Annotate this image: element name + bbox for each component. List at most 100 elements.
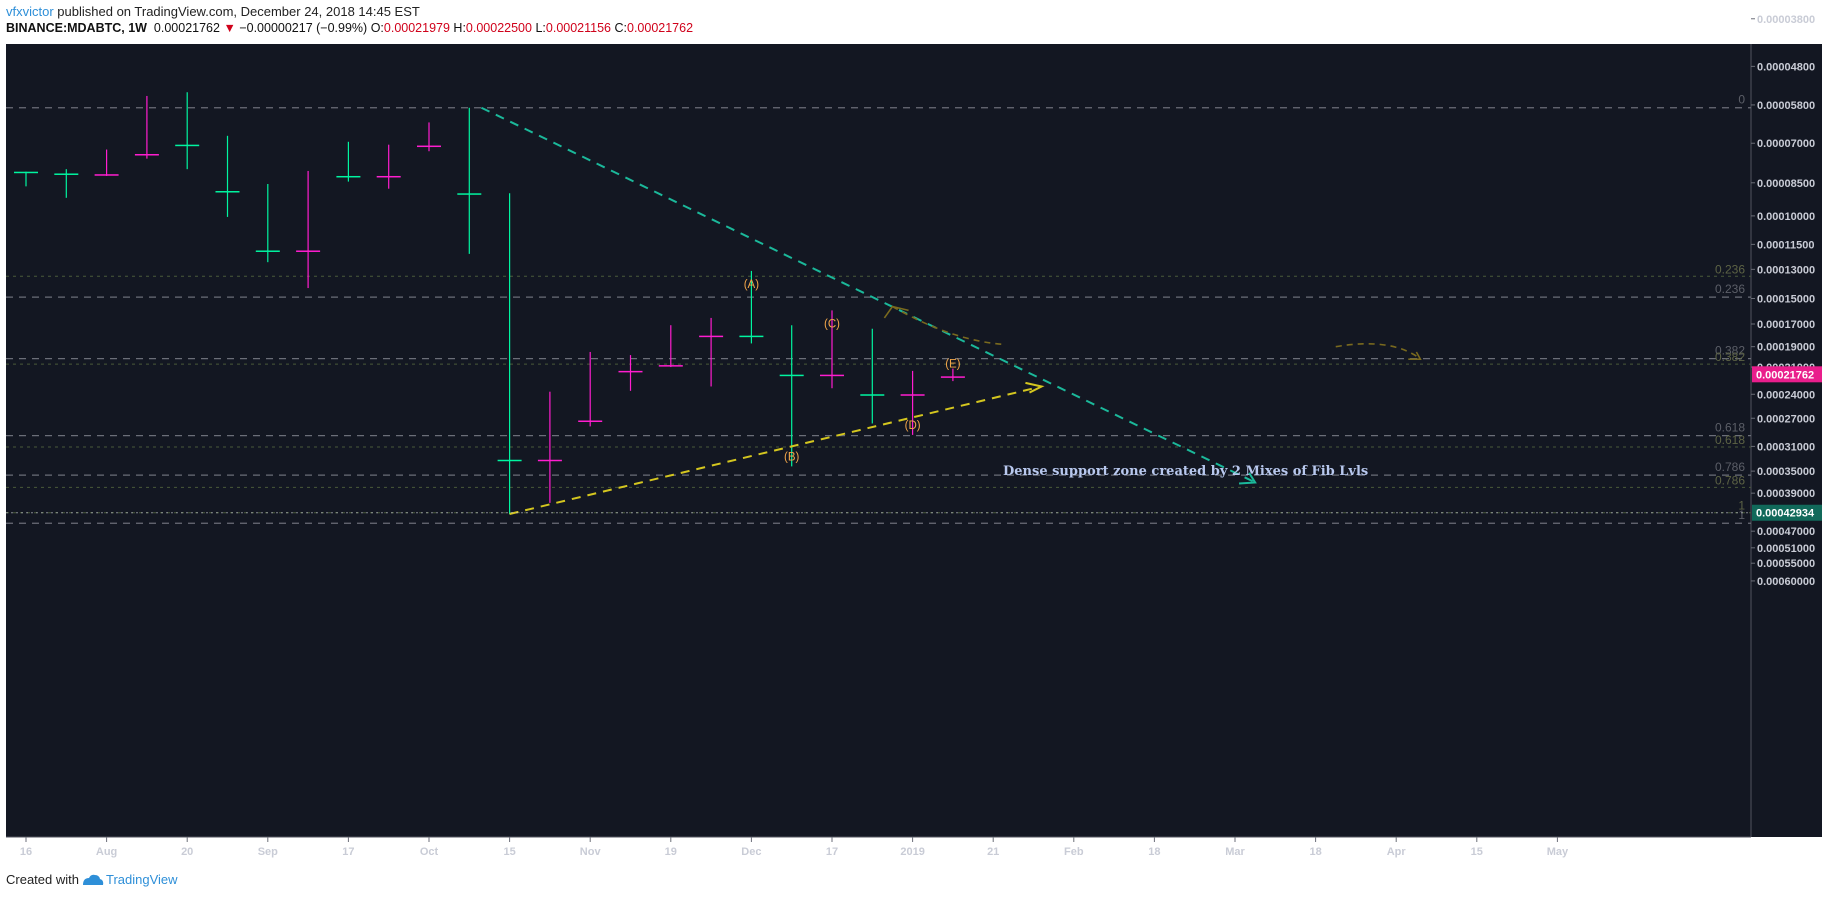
price-axis[interactable] bbox=[1751, 44, 1822, 837]
y-tick-label: 0.00055000 bbox=[1757, 558, 1815, 570]
candle-down bbox=[134, 154, 159, 156]
x-tick-label: 15 bbox=[503, 846, 515, 858]
y-axis-ticks: 0.00060000 0.00055000 0.00051000 0.00047000… bbox=[1751, 14, 1815, 588]
x-tick-label: 17 bbox=[826, 846, 838, 858]
open-value: 0.00021979 bbox=[383, 21, 450, 35]
publisher-username[interactable]: vfxvictor bbox=[6, 4, 54, 19]
wave-label: (D) bbox=[905, 420, 921, 432]
candle-down bbox=[658, 365, 683, 367]
y-tick-label: 0.00019000 bbox=[1757, 342, 1815, 354]
candle-up bbox=[215, 191, 240, 193]
y-tick-label: 0.00039000 bbox=[1757, 488, 1815, 500]
x-tick-label: 16 bbox=[20, 846, 32, 858]
candle-up bbox=[336, 175, 361, 178]
x-axis-ticks: 16 Aug 20 Sep 17 Oct 15 Nov 19 Dec 17 2019 21 Feb 18 Ma… bbox=[20, 837, 1569, 858]
candle-down bbox=[417, 145, 441, 148]
arrow-head-icon bbox=[1025, 381, 1045, 394]
close-label: C: bbox=[614, 21, 628, 35]
x-tick-label: 2019 bbox=[900, 846, 924, 858]
y-tick-label: 0.00027000 bbox=[1757, 413, 1815, 425]
arrow-head-icon bbox=[883, 305, 909, 319]
y-tick-label: 0.00011500 bbox=[1757, 239, 1815, 251]
candle-down bbox=[94, 174, 119, 176]
projection-curve-right bbox=[1335, 343, 1417, 357]
published-info: published on TradingView.com, December 2… bbox=[57, 4, 420, 19]
created-with-text: Created with bbox=[6, 872, 79, 887]
x-tick-label: 20 bbox=[181, 846, 193, 858]
tradingview-logo-icon[interactable] bbox=[82, 873, 104, 890]
fib-level-label: 0.618 bbox=[1715, 421, 1745, 435]
x-tick-label: Sep bbox=[258, 846, 278, 858]
candle-up bbox=[860, 394, 885, 396]
candle-up bbox=[739, 335, 764, 338]
x-tick-label: 15 bbox=[1471, 846, 1483, 858]
symbol-ohlc-line: BINANCE:MDABTC, 1W 0.00021762 ▼ −0.00000… bbox=[6, 21, 693, 35]
x-tick-label: Mar bbox=[1225, 846, 1245, 858]
drawings-layer bbox=[480, 106, 1422, 515]
x-tick-label: Aug bbox=[96, 846, 117, 858]
x-tick-label: Feb bbox=[1064, 846, 1084, 858]
wave-label: (E) bbox=[945, 358, 961, 370]
candle-up bbox=[497, 459, 522, 462]
candle-up bbox=[54, 173, 79, 175]
last-price-tag-bg bbox=[1752, 366, 1822, 383]
candle-down bbox=[578, 420, 603, 423]
fib-level-label-secondary: 0.236 bbox=[1715, 262, 1745, 276]
y-tick-label: 0.00004800 bbox=[1757, 61, 1815, 73]
target-price-tag: 0.00042934 bbox=[1756, 508, 1815, 520]
fib-level-label-secondary: 0.382 bbox=[1715, 350, 1745, 364]
y-tick-label: 0.00005800 bbox=[1757, 100, 1815, 112]
candle-down bbox=[900, 394, 925, 396]
x-tick-label: 21 bbox=[987, 846, 999, 858]
y-tick-label: 0.00051000 bbox=[1757, 543, 1815, 555]
annotation-text: Dense support zone created by 2 Mixes of… bbox=[1003, 464, 1368, 479]
y-tick-label: 0.00007000 bbox=[1757, 138, 1815, 150]
fib-level-label: 1 bbox=[1738, 508, 1745, 522]
arrow-head-icon bbox=[1238, 472, 1257, 485]
high-label: H: bbox=[453, 21, 466, 35]
x-tick-label: 17 bbox=[342, 846, 354, 858]
wave-label: (B) bbox=[784, 451, 800, 463]
last-price-tag: 0.00021762 bbox=[1756, 369, 1814, 381]
candle-up bbox=[255, 250, 280, 252]
triangle-upper-trendline bbox=[509, 385, 1042, 515]
tradingview-link[interactable]: TradingView bbox=[105, 872, 178, 887]
wave-label: (C) bbox=[824, 318, 840, 330]
candle-up bbox=[779, 374, 804, 377]
candle-down bbox=[940, 376, 965, 378]
y-tick-label: 0.00031000 bbox=[1757, 441, 1815, 453]
candle-down bbox=[376, 175, 401, 178]
low-value: 0.00021156 bbox=[545, 21, 612, 35]
price-change: −0.00000217 (−0.99%) bbox=[239, 21, 368, 35]
x-tick-label: 18 bbox=[1309, 846, 1321, 858]
x-tick-label: Apr bbox=[1387, 846, 1407, 858]
candle-down bbox=[699, 335, 724, 338]
x-tick-label: Dec bbox=[741, 846, 761, 858]
y-tick-label: 0.00024000 bbox=[1757, 389, 1815, 401]
x-tick-label: Nov bbox=[580, 846, 602, 858]
candle-down bbox=[820, 374, 844, 377]
target-price-tag-bg bbox=[1752, 504, 1822, 521]
down-arrow-icon: ▼ bbox=[223, 21, 236, 35]
y-tick-label: 0.00013000 bbox=[1757, 264, 1815, 276]
publisher-line: vfxvictor published on TradingView.com, … bbox=[6, 4, 420, 19]
price-tags-layer: 0.00021762 0.00042934 bbox=[6, 366, 1822, 521]
y-tick-label: 0.00035000 bbox=[1757, 466, 1815, 478]
candle-up bbox=[457, 193, 482, 195]
symbol-name: BINANCE:MDABTC, 1W bbox=[6, 21, 147, 35]
fib-level-label: 0.382 bbox=[1715, 344, 1745, 358]
x-tick-label: May bbox=[1547, 846, 1569, 858]
y-tick-label: 0.00060000 bbox=[1757, 576, 1815, 588]
candle-down bbox=[296, 250, 321, 252]
chart-plot-area[interactable] bbox=[6, 44, 1751, 837]
fib-levels-layer: 1 0.786 0.618 0.382 0.236 0 1 0.786 0.618 0.382 0.… bbox=[6, 93, 1751, 524]
candle-up bbox=[175, 144, 200, 147]
candle-down bbox=[618, 370, 643, 373]
y-tick-label: 0.00010000 bbox=[1757, 211, 1815, 223]
wave-label: (A) bbox=[744, 279, 760, 291]
y-tick-label: 0.00015000 bbox=[1757, 294, 1815, 306]
candle-down bbox=[537, 459, 562, 462]
fib-level-label: 0.236 bbox=[1715, 282, 1745, 296]
high-value: 0.00022500 bbox=[465, 21, 532, 35]
